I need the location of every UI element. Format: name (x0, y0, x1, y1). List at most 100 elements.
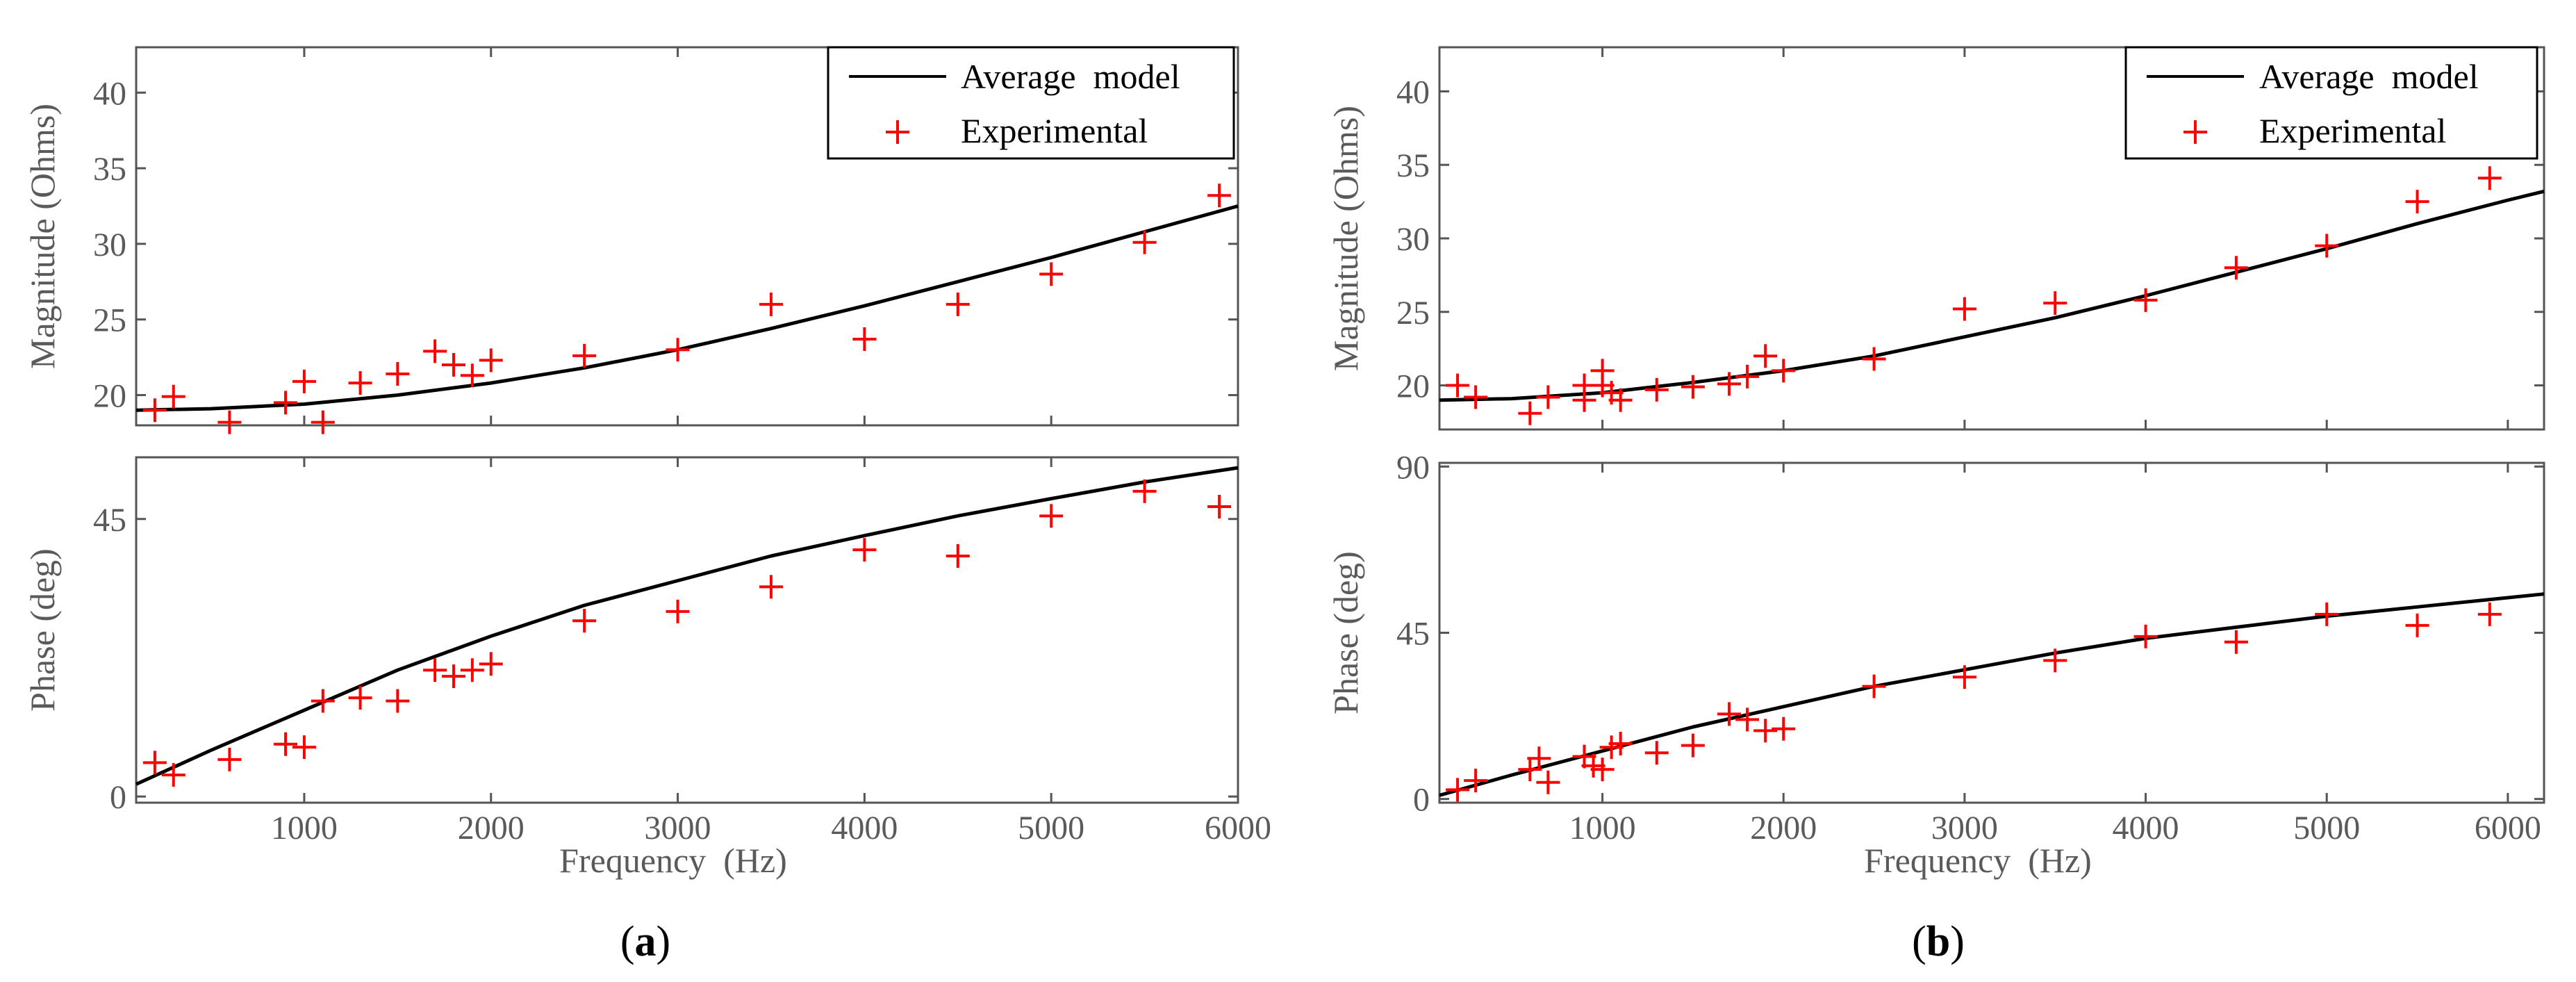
experimental-point (1681, 733, 1705, 758)
y-axis-label: Phase (deg) (1326, 551, 1365, 714)
experimental-point (1772, 717, 1796, 741)
experimental-point (572, 609, 597, 633)
y-tick-label: 35 (1396, 147, 1430, 184)
experimental-point (2043, 648, 2067, 673)
panel-b-phase-plot: 1000 2000 3000 4000 5000 6000 0 45 90 Phase (deg)… (1326, 449, 2545, 880)
x-tick-label: 2000 (458, 810, 525, 846)
experimental-point (423, 658, 447, 682)
y-tick-label: 90 (1396, 449, 1430, 486)
experimental-point (441, 352, 465, 377)
experimental-point (2043, 291, 2067, 316)
experimental-point (292, 369, 316, 393)
model-line (135, 204, 1239, 412)
experimental-point (2224, 630, 2248, 654)
experimental-point (161, 384, 185, 409)
experimental-point (666, 338, 690, 362)
x-tick-label: 3000 (645, 810, 711, 846)
experimental-point (759, 292, 783, 316)
experimental-point (1039, 504, 1064, 528)
experimental-point (1608, 388, 1633, 412)
panel-a-magnitude-plot: 20 25 30 35 40 Magnitude (Ohms) (23, 46, 1239, 434)
x-axis-label: Frequency (Hz) (559, 841, 787, 880)
experimental-point (1527, 746, 1551, 771)
x-tick-label: 6000 (1205, 810, 1271, 846)
x-tick-label: 1000 (271, 810, 338, 846)
experimental-point (142, 398, 167, 423)
experimental-point (311, 410, 335, 434)
x-tick-label: 3000 (1931, 810, 1998, 846)
experimental-point (1518, 401, 1542, 425)
experimental-point (1717, 372, 1742, 396)
experimental-point (1952, 297, 1976, 321)
experimental-point (274, 732, 298, 756)
experimental-point (946, 292, 970, 316)
y-tick-label: 35 (93, 151, 126, 188)
experimental-point (386, 362, 410, 386)
legend-experimental-marker (886, 120, 909, 144)
x-tick-label: 2000 (1750, 810, 1817, 846)
experimental-point (1753, 719, 1778, 743)
experimental-point (217, 410, 242, 434)
experimental-point (1446, 373, 1470, 398)
panel-a-phase-plot: 1000 2000 3000 4000 5000 6000 0 45 Phase (deg) Fr… (23, 456, 1271, 880)
experimental-point (2315, 234, 2339, 258)
experimental-point (759, 575, 783, 599)
experimental-point (1608, 731, 1633, 755)
experimental-point (2405, 190, 2429, 214)
experimental-point (423, 339, 447, 363)
experimental-point (2405, 613, 2429, 637)
model-line (1439, 189, 2545, 402)
experimental-point (1464, 769, 1488, 793)
experimental-point (142, 751, 167, 775)
x-tick-label: 6000 (2475, 810, 2541, 846)
x-tick-label: 4000 (831, 810, 898, 846)
experimental-point (479, 652, 503, 676)
panel-b-magnitude-plot: 20 25 30 35 40 Magnitude (Ohms) (1326, 46, 2545, 431)
y-tick-label: 40 (93, 75, 126, 112)
experimental-point (1862, 674, 1886, 698)
experimental-point (1446, 778, 1470, 802)
y-tick-label: 30 (93, 227, 126, 263)
model-line (135, 466, 1239, 786)
y-tick-label: 40 (1396, 74, 1430, 111)
experimental-point (1039, 262, 1064, 286)
y-tick-label: 25 (1396, 295, 1430, 332)
experimental-point (274, 391, 298, 415)
caption-b: (b) (1912, 918, 1965, 965)
legend-experimental-label: Experimental (2259, 111, 2446, 150)
axes-frame (135, 456, 1239, 804)
experimental-point (1952, 665, 1976, 689)
experimental-point (311, 689, 335, 713)
legend-model-label: Average model (961, 57, 1180, 96)
x-tick-label: 5000 (2293, 810, 2360, 846)
legend-panel-b: Average model Experimental (2124, 46, 2538, 160)
experimental-point (460, 658, 484, 682)
y-tick-label: 0 (1413, 782, 1430, 819)
experimental-point (2224, 256, 2248, 280)
y-axis-label: Magnitude (Ohms) (23, 104, 62, 369)
experimental-point (460, 363, 484, 388)
experimental-point (1753, 344, 1778, 368)
experimental-point (1464, 385, 1488, 409)
legend-experimental-marker (2183, 120, 2207, 144)
y-axis-label: Phase (deg) (23, 548, 62, 712)
experimental-point (1735, 707, 1760, 732)
experimental-point (479, 348, 503, 373)
legend-box (827, 46, 1235, 160)
y-tick-label: 0 (110, 779, 126, 816)
y-tick-label: 45 (93, 502, 126, 539)
y-axis-label: Magnitude (Ohms) (1326, 106, 1365, 371)
x-tick-label: 4000 (2113, 810, 2179, 846)
legend-model-label: Average model (2259, 57, 2479, 96)
experimental-point (348, 371, 372, 395)
experimental-point (1536, 770, 1560, 794)
x-axis-label: Frequency (Hz) (1864, 841, 2092, 880)
experimental-point (1572, 388, 1596, 412)
experimental-point (292, 735, 316, 760)
legend-experimental-label: Experimental (961, 111, 1148, 150)
experimental-point (217, 747, 242, 771)
y-tick-label: 20 (1396, 368, 1430, 405)
caption-a: (a) (620, 918, 670, 965)
experimental-point (1735, 364, 1760, 388)
